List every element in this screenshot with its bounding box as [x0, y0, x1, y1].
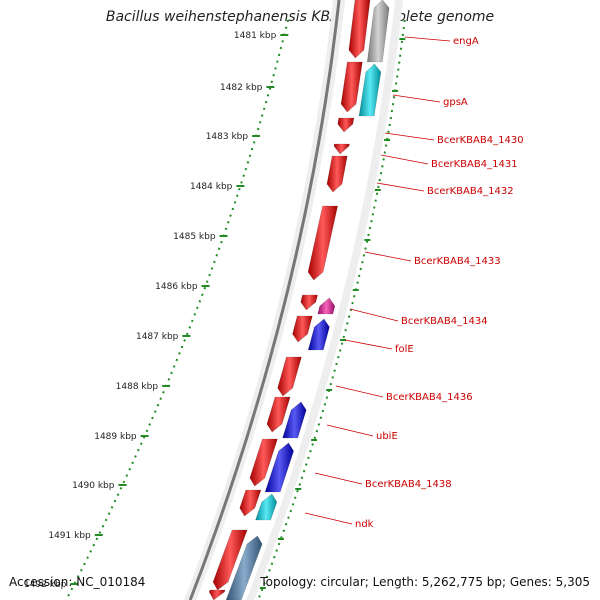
gene-leader-line [364, 251, 412, 262]
gene-arrow-shine [348, 0, 370, 58]
gene-arrow-shine [267, 397, 291, 432]
kbp-tick-label: 1484 kbp [190, 182, 233, 192]
kbp-tick-label: 1485 kbp [173, 232, 216, 242]
gene-label: ndk [355, 519, 374, 530]
gene-arrow-shine [265, 443, 294, 492]
gene-label: ubiE [376, 431, 398, 442]
gene-leader-line [326, 424, 374, 437]
gene-arrow-shine [327, 156, 348, 192]
gene-arrow-shine [308, 206, 338, 280]
gene-arrow-shine [282, 402, 307, 438]
kbp-tick-label: 1487 kbp [136, 332, 179, 342]
gene-arrow-shine [359, 64, 381, 116]
gene-leader-line [404, 36, 451, 42]
kbp-tick-label: 1482 kbp [220, 83, 263, 93]
gene-arrow-shine [249, 439, 278, 486]
gene-leader-line [376, 182, 425, 192]
gene-arrow-shine [337, 118, 354, 132]
kbp-tick-label: 1490 kbp [72, 481, 115, 491]
gene-arrow-shine [367, 0, 390, 62]
gene-label: BcerKBAB4_1436 [386, 392, 473, 403]
gene-leader-line [384, 132, 435, 141]
gene-label: BcerKBAB4_1434 [401, 316, 488, 327]
outer-scale-ruler [257, 19, 406, 600]
accession-label: Accession: NC_010184 [9, 575, 146, 589]
gene-arrow-shine [292, 316, 313, 342]
gene-label: folE [395, 344, 414, 355]
gene-leader-line [335, 385, 384, 398]
gene-label: BcerKBAB4_1438 [365, 479, 452, 490]
kbp-tick-label: 1492 kbp [24, 580, 67, 590]
gene-label: gpsA [443, 97, 468, 108]
gene-label: engA [453, 36, 479, 47]
gene-arrow-shine [213, 530, 248, 590]
kbp-tick-label: 1486 kbp [155, 282, 198, 292]
gene-leader-line [314, 472, 363, 485]
genome-backbone [188, 0, 341, 600]
gene-arrow-shine [308, 319, 330, 350]
track-inner [196, 0, 395, 600]
gene-arrow-shine [239, 490, 261, 516]
gene-arrow-shine [255, 494, 277, 520]
gene-leader-line [392, 94, 441, 103]
gene-arrow-shine [209, 590, 225, 600]
gene-leader-line [344, 339, 393, 350]
gene-label: BcerKBAB4_1432 [427, 186, 514, 197]
kbp-tick-label: 1491 kbp [48, 531, 91, 541]
gene-label: BcerKBAB4_1433 [414, 256, 501, 267]
gene-arrow-shine [341, 62, 363, 112]
kbp-tick-label: 1481 kbp [234, 31, 277, 41]
gene-arrow-shine [226, 536, 263, 600]
gene-label: BcerKBAB4_1431 [431, 159, 518, 170]
gene-label: BcerKBAB4_1430 [437, 135, 524, 146]
gene-arrow-shine [277, 357, 302, 396]
gene-arrow-shine [334, 144, 350, 154]
gene-leader-line [349, 308, 399, 322]
gene-arrow-shine [317, 298, 335, 314]
kbp-tick-label: 1488 kbp [116, 382, 159, 392]
gene-leader-line [304, 512, 353, 525]
kbp-tick-label: 1489 kbp [94, 432, 137, 442]
gene-arrow-shine [300, 295, 318, 310]
kbp-tick-label: 1483 kbp [206, 132, 249, 142]
gene-leader-line [380, 154, 429, 165]
topology-summary: Topology: circular; Length: 5,262,775 bp… [260, 575, 590, 589]
